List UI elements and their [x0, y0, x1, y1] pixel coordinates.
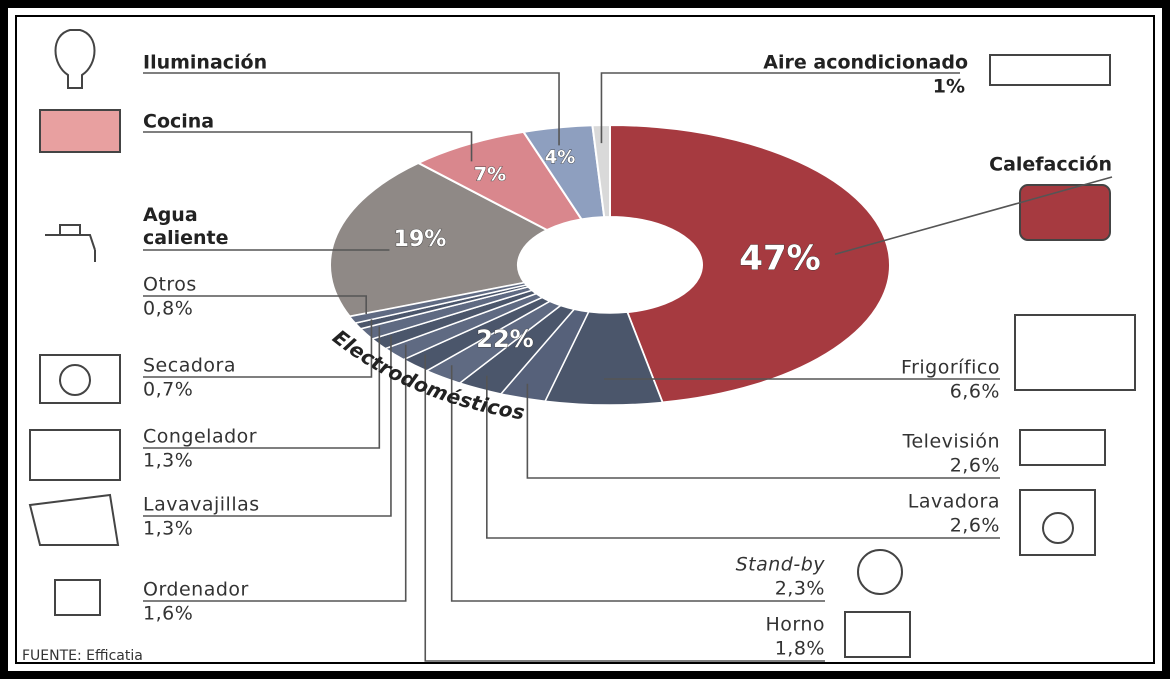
leader-line: [486, 375, 1000, 539]
leader-line: [143, 326, 381, 449]
category-label: Horno: [765, 614, 825, 636]
category-label: Lavadora: [908, 491, 1000, 513]
washer-drum: [1042, 512, 1074, 544]
slice-value: 47%: [739, 239, 820, 279]
leader-line: [143, 344, 407, 602]
category-label: Agua caliente: [143, 204, 229, 249]
heater-icon: [1019, 184, 1111, 241]
category-label: Cocina: [143, 111, 214, 133]
leader-line: [834, 176, 1113, 256]
category-label: Lavavajillas: [143, 494, 260, 516]
category-label: Calefacción: [989, 154, 1112, 176]
ac-icon: [989, 54, 1111, 86]
value-label: 0,7%: [143, 379, 193, 401]
donut: 47% 22% 19% 7% 4% Calefacción Agua caliente Coci…: [143, 52, 1113, 662]
leader-line: [143, 295, 367, 314]
value-label: 1%: [933, 76, 965, 98]
category-label: Frigorífico: [901, 357, 1000, 379]
stove-icon: [39, 109, 121, 153]
sub-slice: [348, 281, 528, 324]
icons: [28, 29, 1136, 658]
slice-value: 19%: [394, 227, 447, 252]
leader-line: [424, 354, 825, 662]
washer-icon: [1019, 489, 1096, 556]
category-label: Otros: [143, 274, 197, 296]
leader-line: [600, 72, 960, 144]
tap-icon: [45, 224, 96, 262]
inner-frame: [15, 15, 1155, 664]
leader-line: [143, 319, 373, 378]
slice: [609, 123, 891, 404]
dryer-drum: [59, 364, 91, 396]
freezer-icon: [29, 429, 121, 481]
value-label: 1,3%: [143, 518, 193, 540]
category-label: Secadora: [143, 355, 236, 377]
leader-line: [526, 383, 1000, 479]
dishwasher-icon: [28, 493, 120, 546]
slice-value: 7%: [474, 164, 506, 186]
slice: [591, 123, 611, 219]
value-label: 2,6%: [950, 455, 1000, 477]
value-label: 1,6%: [143, 603, 193, 625]
slice: [329, 161, 550, 318]
category-label: Iluminación: [143, 52, 267, 74]
category-label: Televisión: [902, 431, 1000, 453]
category-label: Stand-by: [736, 554, 826, 576]
slice-value: 22%: [476, 325, 533, 353]
bulb-icon: [54, 29, 96, 89]
leader-line: [143, 335, 392, 517]
leader-line: [143, 131, 473, 162]
source: FUENTE: Efficatia: [22, 648, 143, 664]
dryer-icon: [39, 354, 121, 404]
category-label: Ordenador: [143, 579, 249, 601]
standby-icon: [857, 549, 903, 595]
leader-line: [143, 72, 560, 146]
oven-icon: [844, 611, 911, 658]
value-label: 0,8%: [143, 298, 193, 320]
value-label: 2,6%: [950, 515, 1000, 537]
category-label: Aire acondicionado: [763, 52, 968, 74]
slice-value: 4%: [545, 147, 576, 168]
value-label: 2,3%: [775, 578, 825, 600]
value-label: 6,6%: [950, 381, 1000, 403]
leader-line: [450, 365, 825, 602]
computer-icon: [54, 579, 101, 616]
category-label: Congelador: [143, 426, 257, 448]
fridge-icon: [1014, 314, 1136, 391]
value-label: 1,3%: [143, 450, 193, 472]
tv-icon: [1019, 429, 1106, 466]
value-label: 1,8%: [775, 638, 825, 660]
